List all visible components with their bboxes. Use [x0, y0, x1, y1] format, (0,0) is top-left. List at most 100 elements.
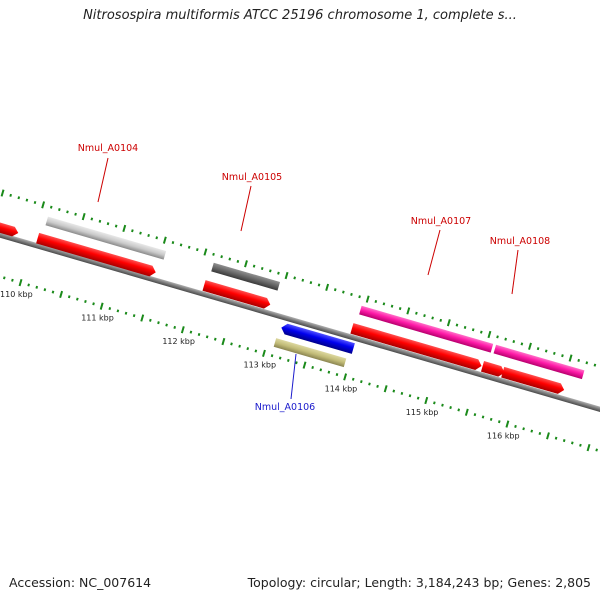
lower-scale-minor-tick	[497, 420, 501, 424]
upper-scale-minor-tick	[9, 193, 12, 197]
upper-scale-minor-tick	[382, 302, 386, 306]
cds-arrow-nmul-a0105[interactable]	[202, 280, 271, 310]
lower-scale-major-tick	[262, 349, 266, 357]
upper-scale-major-tick	[568, 354, 573, 362]
upper-scale-minor-tick	[415, 311, 418, 315]
cds-arrow-nmul-a0106[interactable]	[280, 322, 355, 354]
gene-label-nmul-a0106[interactable]: Nmul_A0106	[255, 402, 315, 413]
upper-scale-minor-tick	[269, 269, 272, 273]
upper-scale-minor-tick	[439, 318, 443, 322]
lower-scale-minor-tick	[27, 283, 30, 287]
upper-scale-minor-tick	[139, 231, 142, 235]
lower-scale-minor-tick	[278, 356, 282, 360]
cds-arrow-nmul-a0104[interactable]	[36, 232, 157, 278]
lower-scale-minor-tick	[67, 295, 71, 299]
lower-scale-minor-tick	[132, 314, 136, 318]
upper-scale-minor-tick	[171, 241, 175, 245]
lower-scale-minor-tick	[538, 431, 542, 436]
upper-scale-minor-tick	[431, 316, 434, 320]
upper-scale-minor-tick	[228, 257, 232, 261]
upper-scale-minor-tick	[74, 212, 77, 216]
gene-bar-nmul-a0105[interactable]	[211, 262, 281, 291]
upper-scale-minor-tick	[98, 219, 102, 223]
upper-scale-minor-tick	[342, 290, 345, 294]
lower-scale-major-tick	[343, 373, 348, 381]
upper-scale-major-tick	[41, 201, 46, 209]
lower-scale-dots	[2, 276, 598, 452]
lower-scale-minor-tick	[360, 380, 363, 384]
upper-scale-minor-tick	[195, 248, 199, 252]
upper-scale-minor-tick	[585, 361, 589, 365]
upper-scale-major-tick	[528, 342, 532, 350]
upper-scale-minor-tick	[390, 304, 394, 308]
upper-scale-minor-tick	[398, 307, 402, 311]
upper-scale-minor-tick	[463, 325, 467, 329]
lower-scale-minor-tick	[157, 321, 160, 325]
gene-bar-nmul-a0107[interactable]	[359, 305, 494, 353]
lower-scale-minor-tick	[270, 354, 274, 358]
cds-arrow-prev[interactable]	[0, 212, 20, 238]
scale-label-113-kbp: 113 kbp	[243, 361, 276, 370]
lower-scale-minor-tick	[246, 347, 250, 351]
lower-scale-minor-tick	[400, 391, 404, 395]
upper-scale-minor-tick	[309, 281, 313, 285]
upper-scale-minor-tick	[155, 236, 159, 240]
gene-label-nmul-a0108[interactable]: Nmul_A0108	[490, 236, 550, 247]
lower-scale-minor-tick	[173, 325, 177, 329]
cds-arrow-small[interactable]	[480, 361, 506, 378]
upper-scale-minor-tick	[358, 295, 361, 299]
gene-bar-nmul-a0106[interactable]	[273, 338, 347, 368]
cds-arrow-nmul-a0108[interactable]	[501, 366, 566, 395]
upper-scale-major-tick	[244, 260, 248, 268]
upper-scale-minor-tick	[58, 208, 61, 212]
lower-scale-minor-tick	[165, 323, 168, 327]
leader-line-nmul-a0108	[511, 249, 519, 295]
scale-tick-labels: 110 kbp 111 kbp 112 kbp 113 kbp 114 kbp 115 k…	[0, 290, 519, 440]
upper-scale-minor-tick	[260, 266, 264, 271]
lower-scale-minor-tick	[76, 297, 79, 301]
upper-scale-minor-tick	[520, 342, 524, 346]
lower-scale-major-tick	[99, 302, 104, 310]
lower-scale-minor-tick	[295, 361, 298, 365]
upper-scale-minor-tick	[114, 224, 118, 228]
lower-scale-minor-tick	[595, 448, 598, 452]
lower-scale-minor-tick	[562, 439, 566, 443]
lower-scale-minor-tick	[43, 288, 47, 292]
lower-scale-minor-tick	[408, 394, 412, 398]
lower-scale-major-tick	[140, 314, 145, 322]
lower-scale-major-tick	[464, 408, 469, 416]
cds-arrow-nmul-a0107[interactable]	[350, 323, 483, 371]
lower-scale-minor-tick	[92, 302, 95, 306]
lower-scale-minor-tick	[351, 377, 355, 381]
genome-summary-text: Topology: circular; Length: 3,184,243 bp…	[247, 575, 591, 590]
lower-scale-minor-tick	[35, 285, 39, 289]
upper-scale-major-tick	[122, 224, 127, 233]
gene-label-nmul-a0107[interactable]: Nmul_A0107	[411, 216, 471, 227]
lower-scale-minor-tick	[481, 415, 485, 419]
upper-scale-minor-tick	[301, 278, 305, 282]
gene-label-nmul-a0105[interactable]: Nmul_A0105	[222, 172, 282, 183]
gene-bar-nmul-a0104[interactable]	[45, 216, 167, 260]
scale-label-114-kbp: 114 kbp	[325, 384, 358, 393]
lower-scale-minor-tick	[392, 389, 396, 393]
upper-scale-minor-tick	[593, 363, 597, 367]
lower-scale-minor-tick	[51, 290, 55, 294]
gene-label-nmul-a0104[interactable]: Nmul_A0104	[78, 143, 138, 154]
lower-scale-major-tick	[424, 396, 429, 405]
lower-scale-minor-tick	[189, 330, 193, 334]
upper-scale-minor-tick	[471, 328, 475, 332]
lower-scale-minor-tick	[376, 384, 379, 388]
upper-scale-minor-tick	[512, 340, 516, 344]
gene-bar-nmul-a0108[interactable]	[493, 344, 585, 380]
lower-scale-minor-tick	[522, 427, 525, 431]
upper-scale-minor-tick	[66, 210, 69, 214]
scale-label-112-kbp: 112 kbp	[162, 337, 195, 346]
upper-scale-major-tick	[365, 295, 370, 303]
lower-scale-major-tick	[180, 326, 185, 334]
lower-scale-minor-tick	[449, 406, 452, 410]
lower-scale-minor-tick	[554, 436, 558, 440]
upper-scale-major-tick	[446, 319, 451, 327]
upper-scale-minor-tick	[504, 337, 507, 341]
upper-scale-minor-tick	[479, 330, 483, 334]
